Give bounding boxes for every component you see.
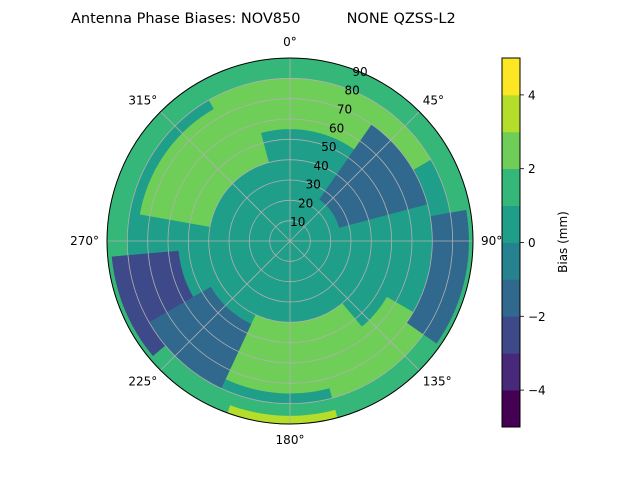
radial-tick-label: 90 — [352, 65, 367, 79]
plot-outline — [106, 57, 474, 425]
angular-tick-label: 270° — [70, 234, 99, 248]
colorbar-step — [502, 94, 520, 133]
angular-tick-labels: 0° 45° 90° 135° 180° 225° 270° 315° — [70, 35, 502, 447]
angular-gridline — [289, 111, 420, 242]
angular-gridline — [160, 111, 291, 242]
contour-region — [319, 124, 428, 228]
colorbar: −4 −2 0 2 4 Bias (mm) — [501, 57, 570, 428]
colorbar-steps — [502, 58, 520, 428]
radial-tick-labels: 10 20 30 40 50 60 70 80 90 — [290, 65, 367, 229]
colorbar-tick-label: −4 — [528, 384, 546, 398]
colorbar-label: Bias (mm) — [556, 211, 570, 273]
contour-region — [406, 209, 469, 344]
colorbar-step — [502, 242, 520, 280]
colorbar-step — [502, 316, 520, 354]
angular-gridline — [289, 240, 420, 371]
contour-region — [139, 93, 269, 227]
colorbar-step — [502, 353, 520, 391]
contour-region — [149, 286, 252, 389]
contour-region — [318, 296, 431, 399]
colorbar-ticks: −4 −2 0 2 4 — [520, 88, 546, 398]
angular-tick-label: 180° — [276, 433, 305, 447]
angular-tick-label: 45° — [423, 93, 444, 107]
radial-tick-label: 80 — [345, 84, 360, 98]
radial-tick-label: 50 — [321, 140, 336, 154]
chart-title: Antenna Phase Biases: NOV850 NONE QZSS-L… — [71, 11, 456, 27]
angular-tick-label: 315° — [128, 93, 157, 107]
colorbar-tick-label: 4 — [528, 88, 536, 102]
colorbar-step — [502, 131, 520, 170]
radial-tick-label: 30 — [306, 178, 321, 192]
radial-tick-label: 40 — [313, 159, 328, 173]
angular-gridline — [160, 240, 291, 371]
colorbar-step — [502, 58, 520, 96]
angular-tick-label: 90° — [481, 234, 502, 248]
colorbar-step — [502, 390, 520, 428]
radial-tick-label: 60 — [329, 121, 344, 135]
radial-tick-label: 20 — [298, 196, 313, 210]
colorbar-tick-label: −2 — [528, 310, 546, 324]
colorbar-step — [502, 168, 520, 206]
polar-plot: 10 20 30 40 50 60 70 80 90 0° 45° 90° 135° 180° 225° 2… — [70, 35, 502, 447]
radial-tick-label: 70 — [337, 103, 352, 117]
radial-tick-label: 10 — [290, 215, 305, 229]
angular-tick-label: 135° — [423, 375, 452, 389]
colorbar-step — [502, 279, 520, 317]
angular-tick-label: 225° — [128, 375, 157, 389]
contour-region — [227, 405, 338, 424]
colorbar-tick-label: 2 — [528, 162, 536, 176]
angular-tick-label: 0° — [283, 35, 297, 49]
angular-gridlines — [107, 58, 473, 424]
colorbar-step — [502, 205, 520, 243]
colorbar-tick-label: 0 — [528, 236, 536, 250]
